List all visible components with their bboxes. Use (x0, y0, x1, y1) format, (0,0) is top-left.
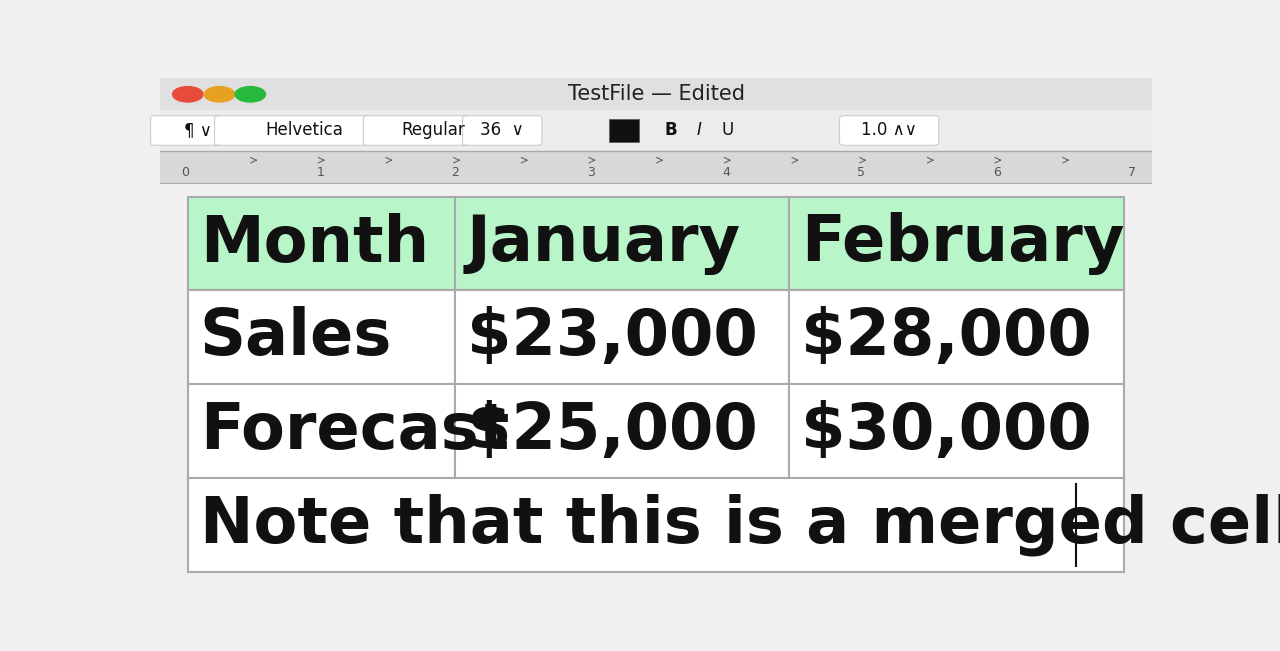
Text: ¶ ∨: ¶ ∨ (184, 122, 211, 139)
Text: 3: 3 (586, 166, 595, 179)
Text: 7: 7 (1128, 166, 1137, 179)
Bar (160, 111, 1152, 150)
FancyBboxPatch shape (364, 116, 502, 145)
Text: I: I (696, 122, 701, 139)
Text: 1: 1 (316, 166, 324, 179)
Bar (788, 290, 1124, 384)
Bar (188, 290, 454, 384)
Text: 36  ∨: 36 ∨ (480, 122, 524, 139)
Text: 2: 2 (452, 166, 460, 179)
Text: $28,000: $28,000 (801, 307, 1092, 368)
Text: Forecast: Forecast (200, 400, 509, 462)
Bar (454, 384, 788, 478)
Text: Regular: Regular (401, 122, 465, 139)
Bar (188, 197, 454, 290)
Text: $23,000: $23,000 (467, 307, 758, 368)
Text: Helvetica: Helvetica (265, 122, 343, 139)
Text: Month: Month (200, 213, 429, 275)
Bar (454, 197, 788, 290)
FancyBboxPatch shape (840, 116, 938, 145)
Text: U: U (722, 122, 733, 139)
FancyBboxPatch shape (215, 116, 393, 145)
FancyBboxPatch shape (151, 116, 244, 145)
Text: Note that this is a merged cell: Note that this is a merged cell (200, 493, 1280, 556)
Text: January: January (467, 213, 741, 275)
Text: Note that this is a merged cell|: Note that this is a merged cell| (205, 493, 1280, 557)
Text: 6: 6 (993, 166, 1001, 179)
Bar (454, 290, 788, 384)
Text: 1.0 ∧∨: 1.0 ∧∨ (861, 122, 916, 139)
Text: $25,000: $25,000 (467, 400, 758, 462)
Text: 5: 5 (858, 166, 865, 179)
Circle shape (205, 87, 234, 102)
Bar (160, 150, 1152, 183)
Bar (609, 119, 639, 142)
Bar (160, 78, 1152, 111)
Text: 4: 4 (722, 166, 730, 179)
Bar (188, 384, 454, 478)
Circle shape (173, 87, 204, 102)
Bar (788, 384, 1124, 478)
Circle shape (236, 87, 265, 102)
Bar (188, 478, 1124, 572)
Text: February: February (801, 212, 1124, 275)
Text: B: B (664, 122, 677, 139)
Bar (788, 197, 1124, 290)
Text: Sales: Sales (200, 307, 392, 368)
FancyBboxPatch shape (462, 116, 541, 145)
Text: TestFile — Edited: TestFile — Edited (567, 84, 745, 104)
Text: $30,000: $30,000 (801, 400, 1092, 462)
Text: 0: 0 (180, 166, 189, 179)
